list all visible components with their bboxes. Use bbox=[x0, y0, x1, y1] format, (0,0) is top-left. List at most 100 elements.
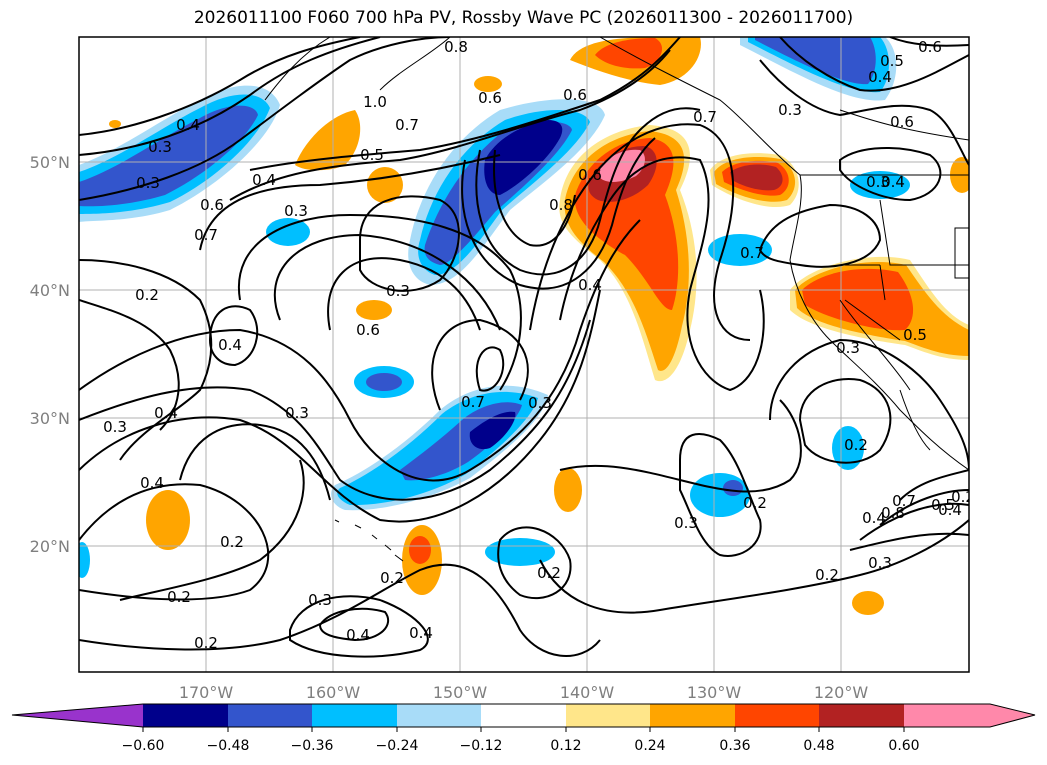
contour-label: 0.7 bbox=[395, 116, 419, 134]
shade-cal-red bbox=[802, 268, 914, 331]
contour-label: 0.6 bbox=[478, 89, 502, 107]
contour-label: 0.3 bbox=[284, 202, 308, 220]
border-states bbox=[840, 264, 901, 341]
contour-label: 0.5 bbox=[360, 146, 384, 164]
contour-label: 0.3 bbox=[148, 138, 172, 156]
contour-label: 0.8 bbox=[549, 196, 573, 214]
shade-small-orange-7 bbox=[474, 76, 502, 92]
contour-label: 0.2 bbox=[380, 569, 404, 587]
contour-label: 0.5 bbox=[931, 496, 955, 514]
contour-label: 0.2 bbox=[220, 533, 244, 551]
contour-23 bbox=[79, 563, 601, 657]
shade-blue-small-3 bbox=[485, 538, 555, 566]
shade-small-orange-6 bbox=[852, 591, 884, 615]
contour-22 bbox=[119, 459, 305, 601]
shade-blue-south-core bbox=[469, 411, 516, 450]
contour-25 bbox=[318, 607, 390, 642]
contour-4 bbox=[249, 37, 681, 171]
contour-39 bbox=[79, 299, 180, 431]
lat-label-30: 30°N bbox=[30, 409, 70, 428]
contour-2 bbox=[79, 37, 381, 156]
contour-24 bbox=[289, 595, 429, 658]
shade-blue-edge bbox=[79, 542, 90, 578]
shade-nw-orange bbox=[295, 110, 361, 171]
colorbar-bin-n036 bbox=[312, 704, 397, 727]
shade-blue-small-4c bbox=[366, 373, 402, 391]
shade-ne-darkred bbox=[730, 164, 783, 191]
pv-shading bbox=[79, 37, 969, 615]
colorbar-bin-p048 bbox=[819, 704, 904, 727]
contour-label: 0.3 bbox=[386, 282, 410, 300]
contour-35 bbox=[779, 37, 969, 92]
contour-label: 0.3 bbox=[285, 404, 309, 422]
shade-small-orange-9 bbox=[109, 120, 121, 128]
colorbar: −0.60 −0.48 −0.36 −0.24 −0.12 0.12 0.24 … bbox=[11, 703, 1036, 754]
contour-label: 0.2 bbox=[194, 634, 218, 652]
colorbar-bin-p024 bbox=[650, 704, 735, 727]
contour-label: 0.2 bbox=[815, 566, 839, 584]
shade-small-red-4 bbox=[409, 536, 431, 564]
colorbar-tick-label-0: −0.60 bbox=[122, 738, 165, 754]
colorbar-tick-label-7: 0.36 bbox=[719, 738, 750, 754]
colorbar-tick-label-3: −0.24 bbox=[376, 738, 419, 754]
shade-blue-small-2c bbox=[723, 480, 743, 496]
contour-15 bbox=[529, 123, 751, 341]
colorbar-bin-zero bbox=[481, 704, 566, 727]
shade-blue-small-1 bbox=[708, 234, 772, 266]
contour-label: 0.7 bbox=[892, 492, 916, 510]
contour-40 bbox=[79, 259, 213, 461]
contour-label: 1.0 bbox=[363, 93, 387, 111]
contour-label: 0.4 bbox=[938, 501, 962, 519]
shade-blue-ne-core bbox=[755, 37, 876, 85]
colorbar-over-arrow bbox=[904, 704, 1035, 727]
colorbar-bin-n048 bbox=[228, 704, 312, 727]
contour-34 bbox=[839, 147, 942, 202]
colorbar-under-arrow bbox=[12, 704, 143, 727]
contour-29 bbox=[679, 433, 762, 557]
colorbar-ticks bbox=[142, 727, 905, 732]
colorbar-bin-n024 bbox=[397, 704, 481, 727]
contour-21 bbox=[79, 483, 270, 601]
lat-label-40: 40°N bbox=[30, 281, 70, 300]
colorbar-tick-label-2: −0.36 bbox=[291, 738, 334, 754]
contour-41 bbox=[208, 305, 259, 367]
shade-small-orange-3 bbox=[146, 490, 190, 550]
contour-label: 0.8 bbox=[881, 504, 905, 522]
contour-label: 0.2 bbox=[743, 494, 767, 512]
shade-blue-small-6 bbox=[832, 426, 864, 470]
contour-20 bbox=[79, 289, 601, 523]
contour-label: 0.4 bbox=[862, 509, 886, 527]
contour-label: 0.2 bbox=[135, 286, 159, 304]
shade-blue-small-5 bbox=[266, 218, 310, 246]
islands-hawaii bbox=[334, 519, 404, 562]
contour-16 bbox=[475, 346, 505, 392]
colorbar-tick-label-5: 0.12 bbox=[550, 738, 581, 754]
contour-14 bbox=[559, 156, 765, 392]
contour-38 bbox=[179, 423, 331, 501]
contour-label: 0.3 bbox=[866, 173, 890, 191]
coastlines bbox=[264, 37, 969, 562]
contour-1 bbox=[79, 37, 361, 136]
contour-label: 0.4 bbox=[252, 171, 276, 189]
colorbar-tick-label-8: 0.48 bbox=[803, 738, 834, 754]
contour-31 bbox=[798, 378, 892, 464]
contour-label: 0.2 bbox=[167, 588, 191, 606]
contour-label: 0.3 bbox=[836, 339, 860, 357]
shade-blue-nw-core bbox=[79, 105, 258, 207]
contour-label: 0.6 bbox=[200, 196, 224, 214]
coast-baja bbox=[839, 299, 931, 451]
lat-axis: 50°N 40°N 30°N 20°N bbox=[30, 153, 70, 556]
contour-label: 0.2 bbox=[951, 488, 975, 506]
colorbar-bin-p012 bbox=[566, 704, 650, 727]
contour-label: 0.4 bbox=[140, 474, 164, 492]
shade-blue-small-2 bbox=[690, 473, 750, 517]
contour-label: 0.7 bbox=[461, 393, 485, 411]
contour-8 bbox=[327, 257, 481, 331]
contour-label: 0.3 bbox=[868, 554, 892, 572]
colorbar-tick-label-6: 0.24 bbox=[634, 738, 665, 754]
contour-label: 0.2 bbox=[537, 564, 561, 582]
contour-label: 0.5 bbox=[880, 52, 904, 70]
contour-label: 0.6 bbox=[890, 113, 914, 131]
contour-label: 0.7 bbox=[194, 226, 218, 244]
contour-9 bbox=[273, 233, 501, 331]
